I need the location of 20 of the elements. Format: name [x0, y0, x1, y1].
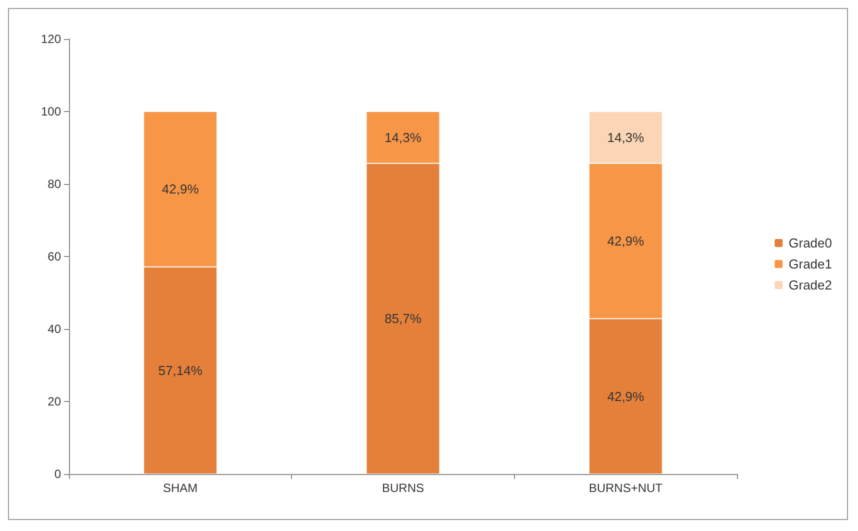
y-tick-label: 20 [48, 394, 62, 408]
x-tick-label: BURNS+NUT [588, 481, 664, 495]
legend-label: Grade1 [788, 256, 832, 272]
y-tick-label: 120 [40, 32, 62, 46]
data-label: 14,3% [607, 130, 645, 145]
y-tick-label: 40 [48, 322, 62, 336]
y-tick-label: 60 [48, 250, 62, 264]
legend-label: Grade0 [788, 236, 832, 250]
data-label: 85,7% [384, 311, 422, 326]
data-label: 42,9% [607, 234, 645, 249]
y-tick-label: 100 [40, 104, 62, 118]
y-tick-label: 0 [54, 467, 62, 481]
legend-label: Grade2 [788, 278, 832, 292]
data-label: 14,3% [384, 130, 422, 145]
y-tick-label: 80 [48, 177, 62, 191]
x-tick-label: BURNS [382, 481, 424, 495]
data-label: 42,9% [162, 182, 200, 197]
data-label: 57,14% [158, 362, 203, 378]
x-tick-label: SHAM [162, 481, 198, 495]
data-label: 42,9% [607, 388, 645, 404]
